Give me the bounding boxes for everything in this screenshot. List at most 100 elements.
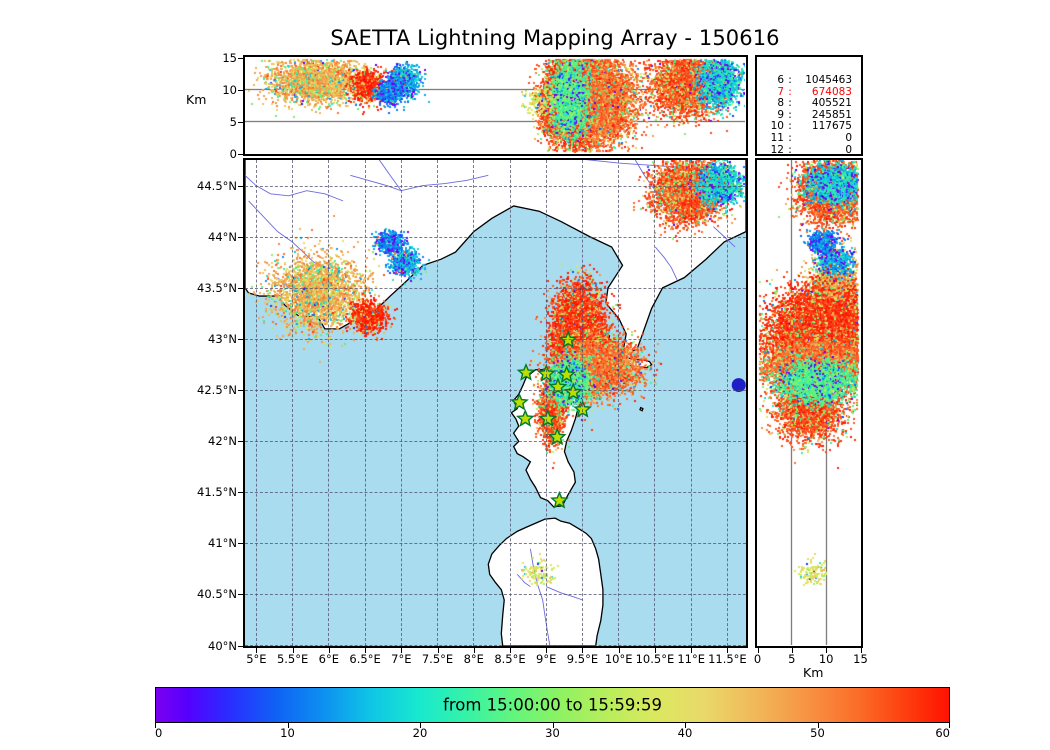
altitude-vs-latitude-panel xyxy=(755,158,863,648)
graticule-lon-6.5 xyxy=(364,160,366,646)
map-lon-tick-8: 8°E xyxy=(463,652,484,666)
station-count-value: 117675 xyxy=(811,120,852,133)
map-lat-tick-43: 43°N xyxy=(208,332,237,347)
top-panel-ytick-10: 10 xyxy=(222,82,237,97)
lma-station-star-5[interactable] xyxy=(563,382,583,401)
colorbar-ticklabel-10: 10 xyxy=(280,726,295,740)
altitude-vs-longitude-panel xyxy=(243,55,748,156)
graticule-lon-8 xyxy=(473,160,475,646)
separator: : xyxy=(788,74,792,86)
map-lon-tick-10: 10°E xyxy=(604,652,633,666)
colorbar[interactable]: from 15:00:00 to 15:59:59 0 10 20 30 40 50 60 xyxy=(155,687,950,740)
right-panel-xtick-10: 10 xyxy=(818,652,834,666)
map-lon-tickmark-11 xyxy=(691,648,692,653)
colorbar-tickmark-30 xyxy=(552,723,554,728)
colorbar-ticklabel-20: 20 xyxy=(412,726,428,740)
graticule-lon-5 xyxy=(255,160,257,646)
graticule-lon-7 xyxy=(400,160,402,646)
station-count-value: 0 xyxy=(845,143,852,156)
map-lon-tickmark-6.5 xyxy=(365,648,366,653)
map-lat-tick-42.5: 42.5°N xyxy=(197,383,237,398)
colorbar-ticklabel-50: 50 xyxy=(810,726,825,740)
right-panel-xtickmark-0 xyxy=(758,648,759,653)
station-id: 9 xyxy=(777,108,784,121)
graticule-lon-7.5 xyxy=(437,160,438,646)
lma-station-star-1[interactable] xyxy=(516,362,536,381)
map-panel[interactable] xyxy=(243,158,748,648)
lma-station-star-8[interactable] xyxy=(515,409,535,427)
map-lon-tick-5.5: 5.5°E xyxy=(276,652,309,666)
graticule-lat-42.5 xyxy=(245,389,746,391)
graticule-lon-10.5 xyxy=(654,160,656,646)
station-marker-overlay[interactable] xyxy=(245,160,746,646)
station-count-row: 6: 1045463 xyxy=(767,74,861,87)
lma-station-stars[interactable] xyxy=(510,330,592,509)
lma-station-star-9[interactable] xyxy=(538,409,558,427)
map-lon-tickmark-6 xyxy=(329,648,330,653)
graticule-lon-5.5 xyxy=(292,160,294,646)
map-lon-tick-6: 6°E xyxy=(318,652,339,666)
colorbar-ticklabel-0: 0 xyxy=(155,726,163,740)
map-lon-tickmark-9.5 xyxy=(582,648,583,653)
map-lat-tick-42: 42°N xyxy=(208,434,237,449)
graticule-lon-11.5 xyxy=(726,160,728,646)
map-lon-tickmark-10 xyxy=(619,648,620,653)
separator: : xyxy=(788,85,792,98)
map-lon-tick-9: 9°E xyxy=(536,652,557,666)
separator: : xyxy=(788,120,792,133)
station-count-row: 12: 0 xyxy=(767,143,861,156)
top-panel-ytick-5: 5 xyxy=(229,114,237,129)
map-lon-tickmark-7.5 xyxy=(438,648,439,653)
graticule-lat-41.5 xyxy=(245,491,746,493)
map-lon-tick-11: 11°E xyxy=(677,652,705,666)
colorbar-gradient xyxy=(155,687,950,723)
graticule-lat-44 xyxy=(245,236,746,238)
reference-dot-marker xyxy=(731,378,746,393)
map-lon-tick-7.5: 7.5°E xyxy=(421,652,454,666)
map-lon-tick-5: 5°E xyxy=(246,652,267,666)
graticule-lat-43 xyxy=(245,338,746,340)
graticule-lon-9.5 xyxy=(582,160,583,646)
station-count-row: 8: 405521 xyxy=(767,98,861,110)
graticule-lat-43.5 xyxy=(245,287,746,289)
map-lat-tick-44.5: 44.5°N xyxy=(197,179,237,194)
graticule-lon-10 xyxy=(618,160,620,646)
station-id: 8 xyxy=(777,97,784,110)
lma-station-star-3[interactable] xyxy=(557,365,577,383)
lma-station-star-6[interactable] xyxy=(510,392,529,411)
right-panel-scatter xyxy=(757,160,860,645)
separator: : xyxy=(788,97,792,110)
station-count-value: 674083 xyxy=(811,85,852,98)
station-count-row: 11: 0 xyxy=(767,131,861,145)
lma-station-star-11[interactable] xyxy=(550,490,569,509)
map-lon-tickmark-5 xyxy=(256,648,257,653)
station-count-value: 0 xyxy=(845,131,852,144)
colorbar-tickmark-0 xyxy=(155,723,156,728)
right-panel-axis-label: Km xyxy=(803,665,824,680)
map-lon-tick-7: 7°E xyxy=(391,652,412,666)
right-panel-xtickmark-10 xyxy=(826,648,827,653)
station-id: 12 xyxy=(770,143,784,156)
station-count-rows: 6: 1045463 7: 674083 8: 405521 9: 245851 10: 1176… xyxy=(757,57,861,156)
separator: : xyxy=(788,143,792,156)
station-id: 7 xyxy=(777,85,784,98)
map-lon-tickmark-5.5 xyxy=(293,648,294,653)
map-lon-tickmark-11.5 xyxy=(727,648,728,653)
station-count-row: 10: 117675 xyxy=(767,121,861,133)
right-panel-xtick-5: 5 xyxy=(788,652,796,666)
map-lon-tick-10.5: 10.5°E xyxy=(635,652,675,666)
map-lat-tick-41.5: 41.5°N xyxy=(197,485,237,500)
top-panel-ytick-15: 15 xyxy=(222,50,237,65)
map-lat-tick-43.5: 43.5°N xyxy=(197,281,237,296)
map-lat-tick-41: 41°N xyxy=(208,536,237,551)
station-count-row: 7: 674083 xyxy=(767,85,861,99)
page-title: SAETTA Lightning Mapping Array - 150616 xyxy=(0,26,1050,50)
station-count-value: 405521 xyxy=(811,97,852,110)
map-lon-tickmark-10.5 xyxy=(655,648,656,653)
separator: : xyxy=(788,108,792,121)
graticule-lon-6 xyxy=(328,160,330,646)
top-panel-axis-label: Km xyxy=(186,92,207,107)
station-id: 11 xyxy=(770,131,784,144)
map-lat-tick-40.5: 40.5°N xyxy=(197,587,237,602)
graticule-lat-40 xyxy=(245,645,746,646)
